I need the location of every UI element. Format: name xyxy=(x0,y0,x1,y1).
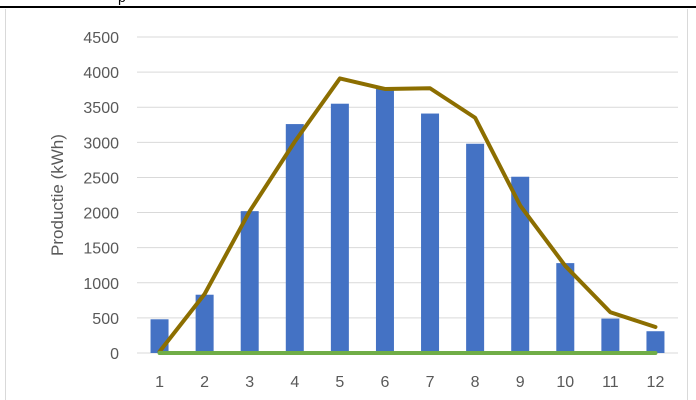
y-tick-label: 0 xyxy=(110,346,119,363)
x-tick-label: 2 xyxy=(200,374,209,391)
x-tick-label: 4 xyxy=(290,374,299,391)
y-tick-label: 4000 xyxy=(83,65,119,82)
x-tick-label: 5 xyxy=(335,374,344,391)
production-bar xyxy=(150,319,169,353)
y-axis-title: Productie (kWh) xyxy=(48,134,67,256)
clipped-header-text: p xyxy=(118,0,126,4)
x-tick-label: 11 xyxy=(602,374,619,391)
y-tick-label: 500 xyxy=(92,311,119,328)
x-tick-label: 7 xyxy=(426,374,435,391)
y-tick-label: 2500 xyxy=(83,170,119,187)
production-bar xyxy=(511,176,530,353)
production-bar xyxy=(375,88,394,354)
top-divider xyxy=(0,6,696,8)
production-bar xyxy=(195,294,214,353)
chart-area xyxy=(5,9,688,400)
x-tick-label: 12 xyxy=(647,374,665,391)
production-bar xyxy=(646,331,665,353)
production-bar xyxy=(285,124,304,353)
bar-series xyxy=(150,88,665,354)
x-tick-label: 9 xyxy=(516,374,525,391)
y-tick-label: 4500 xyxy=(83,30,119,47)
production-bar xyxy=(240,211,259,353)
y-tick-label: 2000 xyxy=(83,206,119,223)
y-tick-label: 1000 xyxy=(83,276,119,293)
production-curve-line xyxy=(157,76,658,354)
production-bar xyxy=(421,113,440,353)
y-tick-label: 1500 xyxy=(83,241,119,258)
y-tick-label: 3000 xyxy=(83,135,119,152)
production-bar xyxy=(466,143,485,353)
x-tick-label: 1 xyxy=(155,374,164,391)
production-bar xyxy=(330,103,349,353)
production-bar xyxy=(601,318,620,353)
production-bar xyxy=(556,263,575,353)
x-tick-label: 8 xyxy=(471,374,480,391)
x-axis-ticks: 1 2 3 4 5 6 7 8 9 10 11 12 xyxy=(155,374,664,391)
x-tick-label: 10 xyxy=(556,374,574,391)
gridlines xyxy=(137,36,678,354)
x-tick-label: 3 xyxy=(245,374,254,391)
x-tick-label: 6 xyxy=(381,374,390,391)
y-tick-label: 3500 xyxy=(83,100,119,117)
line-series xyxy=(157,76,658,355)
y-axis-ticks: 0 500 1000 1500 2000 2500 3000 3500 4000 4500 xyxy=(83,30,119,363)
